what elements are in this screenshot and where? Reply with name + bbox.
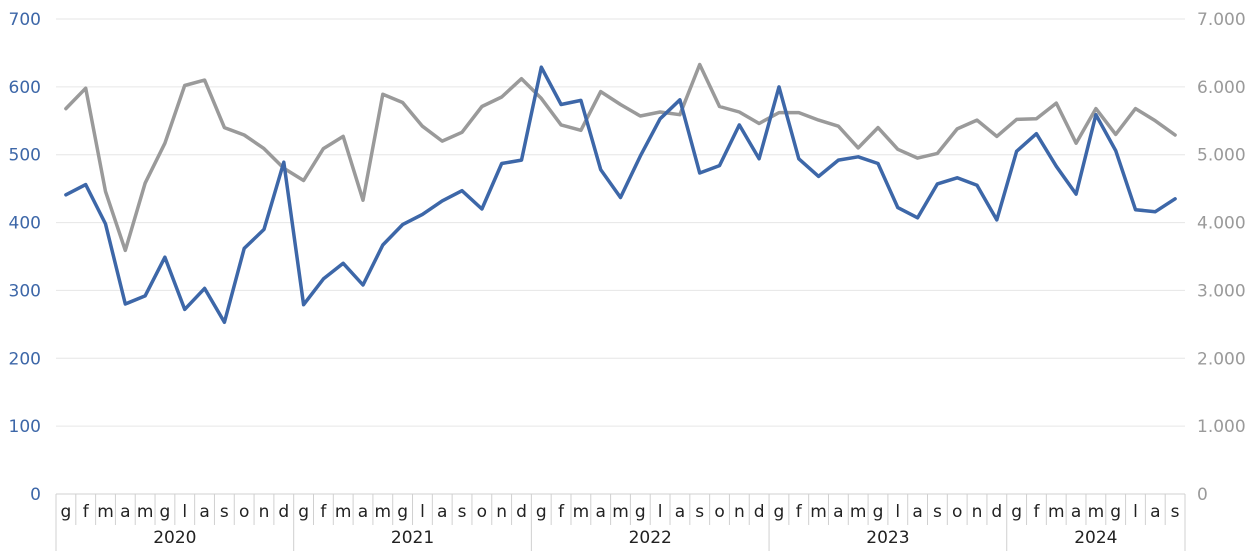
month-tick-label: f: [558, 502, 565, 522]
month-tick-label: g: [397, 502, 408, 522]
right-tick-label: 5.000: [1197, 146, 1246, 166]
right-tick-label: 6.000: [1197, 78, 1246, 98]
series-lines: [64, 62, 1177, 325]
month-tick-label: g: [298, 502, 309, 522]
month-tick-label: o: [477, 502, 487, 522]
month-tick-label: l: [1133, 502, 1138, 522]
month-tick-label: m: [97, 502, 114, 522]
month-tick-label: a: [358, 502, 368, 522]
month-tick-label: g: [536, 502, 547, 522]
left-axis-ticks: 0 100 200 300 400 500 600 700: [9, 10, 41, 505]
month-tick-label: a: [1150, 502, 1160, 522]
month-tick-label: a: [675, 502, 685, 522]
right-axis-ticks: 0 1.000 2.000 3.000 4.000 5.000 6.000 7.000: [1197, 10, 1246, 505]
month-tick-label: g: [1110, 502, 1121, 522]
month-tick-label: l: [182, 502, 187, 522]
month-tick-label: s: [1171, 502, 1180, 522]
month-tick-label: d: [754, 502, 765, 522]
right-tick-label: 1.000: [1197, 417, 1246, 437]
month-tick-label: a: [595, 502, 605, 522]
month-tick-label: l: [658, 502, 663, 522]
month-tick-label: o: [952, 502, 962, 522]
month-tick-label: o: [239, 502, 249, 522]
month-tick-label: d: [991, 502, 1002, 522]
month-tick-label: m: [1088, 502, 1105, 522]
left-tick-label: 100: [9, 417, 41, 437]
month-tick-label: l: [895, 502, 900, 522]
month-tick-label: g: [1011, 502, 1022, 522]
left-tick-label: 700: [9, 10, 41, 30]
right-tick-label: 7.000: [1197, 10, 1246, 30]
month-tick-label: m: [375, 502, 392, 522]
right-tick-label: 3.000: [1197, 281, 1246, 301]
month-tick-label: a: [1071, 502, 1081, 522]
month-tick-label: n: [972, 502, 983, 522]
month-tick-label: m: [137, 502, 154, 522]
month-tick-label: a: [120, 502, 130, 522]
right-tick-label: 4.000: [1197, 214, 1246, 234]
month-tick-label: a: [833, 502, 843, 522]
left-tick-label: 600: [9, 78, 41, 98]
month-tick-label: m: [573, 502, 590, 522]
month-tick-label: d: [278, 502, 289, 522]
month-tick-label: m: [335, 502, 352, 522]
month-tick-label: a: [199, 502, 209, 522]
month-tick-label: o: [714, 502, 724, 522]
year-tick-label: 2021: [391, 528, 434, 548]
month-tick-label: s: [695, 502, 704, 522]
right-tick-label: 2.000: [1197, 349, 1246, 369]
month-tick-label: f: [320, 502, 327, 522]
month-tick-label: g: [160, 502, 171, 522]
series-line-left-axis: [64, 65, 1177, 325]
month-tick-label: f: [796, 502, 803, 522]
month-tick-label: s: [458, 502, 467, 522]
gridlines: [56, 18, 1185, 427]
left-tick-label: 200: [9, 349, 41, 369]
left-tick-label: 0: [30, 485, 41, 505]
month-tick-label: f: [83, 502, 90, 522]
month-tick-label: g: [774, 502, 785, 522]
month-tick-label: d: [516, 502, 527, 522]
left-tick-label: 400: [9, 214, 41, 234]
month-tick-label: g: [873, 502, 884, 522]
month-tick-label: m: [612, 502, 629, 522]
month-tick-label: l: [420, 502, 425, 522]
month-tick-label: g: [635, 502, 646, 522]
year-tick-label: 2020: [153, 528, 196, 548]
month-tick-label: g: [61, 502, 72, 522]
left-tick-label: 300: [9, 281, 41, 301]
month-tick-label: f: [1033, 502, 1040, 522]
month-tick-label: m: [1048, 502, 1065, 522]
left-tick-label: 500: [9, 146, 41, 166]
month-tick-label: n: [259, 502, 270, 522]
series-line-right-axis: [64, 62, 1177, 253]
month-tick-label: s: [933, 502, 942, 522]
month-tick-label: a: [912, 502, 922, 522]
month-tick-label: a: [437, 502, 447, 522]
year-tick-label: 2022: [629, 528, 672, 548]
right-tick-label: 0: [1197, 485, 1208, 505]
year-tick-label: 2024: [1074, 528, 1117, 548]
month-tick-label: m: [810, 502, 827, 522]
year-tick-label: 2023: [866, 528, 909, 548]
month-tick-label: n: [496, 502, 507, 522]
month-tick-label: n: [734, 502, 745, 522]
month-tick-label: m: [850, 502, 867, 522]
month-tick-label: s: [220, 502, 229, 522]
